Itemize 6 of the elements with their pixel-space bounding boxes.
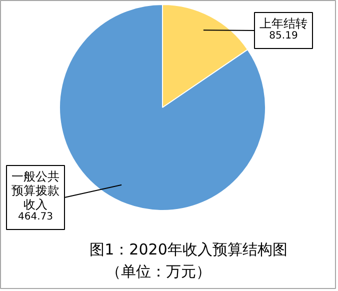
data-label: 85.19 <box>269 30 298 42</box>
slice-label: 上年结转 <box>260 16 308 30</box>
text: （单位：万元） <box>106 262 211 280</box>
text: 图1：2020年收入预算结构图 <box>90 240 288 258</box>
data-label: 464.73 <box>18 212 54 222</box>
slice-label: 一般公共预算拨款收入 <box>12 170 60 212</box>
